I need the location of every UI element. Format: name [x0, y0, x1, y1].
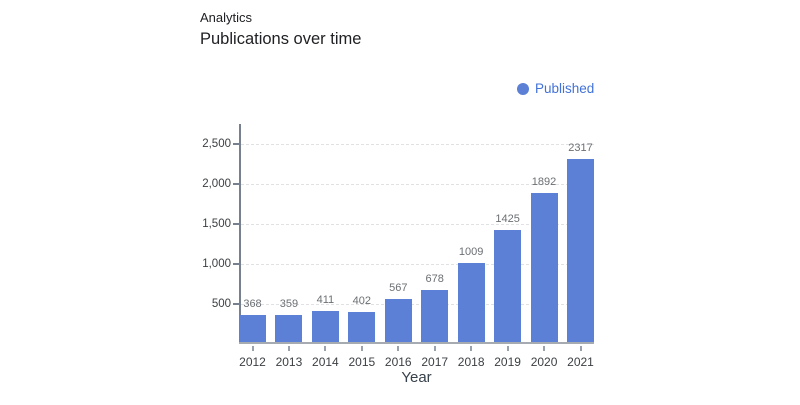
y-axis-line	[239, 124, 241, 344]
bar-2018[interactable]	[457, 263, 485, 344]
x-axis-tick	[397, 346, 400, 351]
bar-value-label: 2317	[568, 141, 593, 154]
bar-2019[interactable]	[494, 230, 522, 344]
x-axis-tick	[287, 346, 290, 351]
bar-value-label: 567	[389, 281, 408, 294]
x-axis-tick-label: 2014	[312, 355, 339, 369]
y-axis-tick	[233, 303, 239, 305]
x-axis-tick	[324, 346, 327, 351]
x-axis-tick-label: 2019	[494, 355, 521, 369]
x-axis-tick-label: 2016	[384, 355, 412, 369]
bar-2015[interactable]	[348, 311, 376, 344]
bar-2012[interactable]	[239, 314, 266, 344]
x-axis-tick-label: 2020	[530, 355, 558, 369]
y-axis-tick	[233, 143, 239, 145]
bar-2017[interactable]	[421, 289, 449, 344]
legend-marker-icon	[517, 82, 529, 95]
analytics-label: Analytics	[200, 10, 253, 25]
page-title: Publications over time	[200, 30, 362, 48]
bar-2014[interactable]	[311, 311, 339, 344]
bar-value-label: 368	[243, 297, 262, 310]
bar-value-label: 1425	[495, 213, 520, 225]
legend-item-published[interactable]: Published	[517, 81, 594, 96]
x-axis-tick-label: 2018	[457, 355, 485, 369]
x-axis-tick	[543, 346, 546, 351]
x-axis-tick	[360, 346, 363, 351]
bar-chart-plot-area: 500 1,000 1,500 2,000 2,500 368 2012 359 2013 411…	[202, 124, 594, 369]
gridline	[241, 224, 594, 225]
x-axis-tick-label: 2015	[348, 355, 376, 369]
bar-2013[interactable]	[275, 315, 303, 344]
bar-2021[interactable]	[567, 158, 594, 344]
y-axis-tick	[233, 183, 239, 185]
gridline	[241, 304, 594, 305]
bar-2020[interactable]	[530, 192, 558, 344]
x-axis-tick-label: 2013	[275, 355, 303, 369]
bar-value-label: 1892	[531, 175, 557, 188]
x-axis-tick	[470, 346, 473, 351]
bar-value-label: 1009	[458, 246, 484, 259]
x-axis-tick-label: 2012	[239, 355, 266, 369]
y-axis-tick-label: 500	[211, 298, 231, 310]
x-axis-tick	[433, 346, 436, 351]
bar-2016[interactable]	[384, 298, 412, 344]
y-axis-tick-label: 1,500	[202, 218, 231, 230]
gridline	[241, 264, 594, 265]
x-axis-tick	[579, 346, 582, 351]
x-axis-title: Year	[401, 369, 432, 386]
y-axis-tick-label: 2,000	[202, 178, 231, 190]
bar-value-label: 359	[279, 298, 299, 311]
y-axis-tick	[233, 263, 239, 265]
x-axis-tick	[251, 346, 254, 351]
y-axis-tick-label: 2,500	[202, 138, 231, 150]
y-axis-tick-label: 1,000	[202, 258, 231, 270]
bar-value-label: 678	[425, 272, 444, 285]
bar-value-label: 402	[352, 294, 372, 307]
bar-value-label: 411	[316, 294, 335, 307]
x-axis-line	[239, 342, 594, 344]
legend-label: Published	[535, 81, 595, 96]
gridline	[241, 184, 594, 185]
y-axis-tick	[233, 223, 239, 225]
gridline	[241, 144, 594, 145]
x-axis-tick-label: 2017	[421, 355, 449, 369]
x-axis-tick	[506, 346, 509, 351]
x-axis-tick-label: 2021	[567, 355, 594, 369]
